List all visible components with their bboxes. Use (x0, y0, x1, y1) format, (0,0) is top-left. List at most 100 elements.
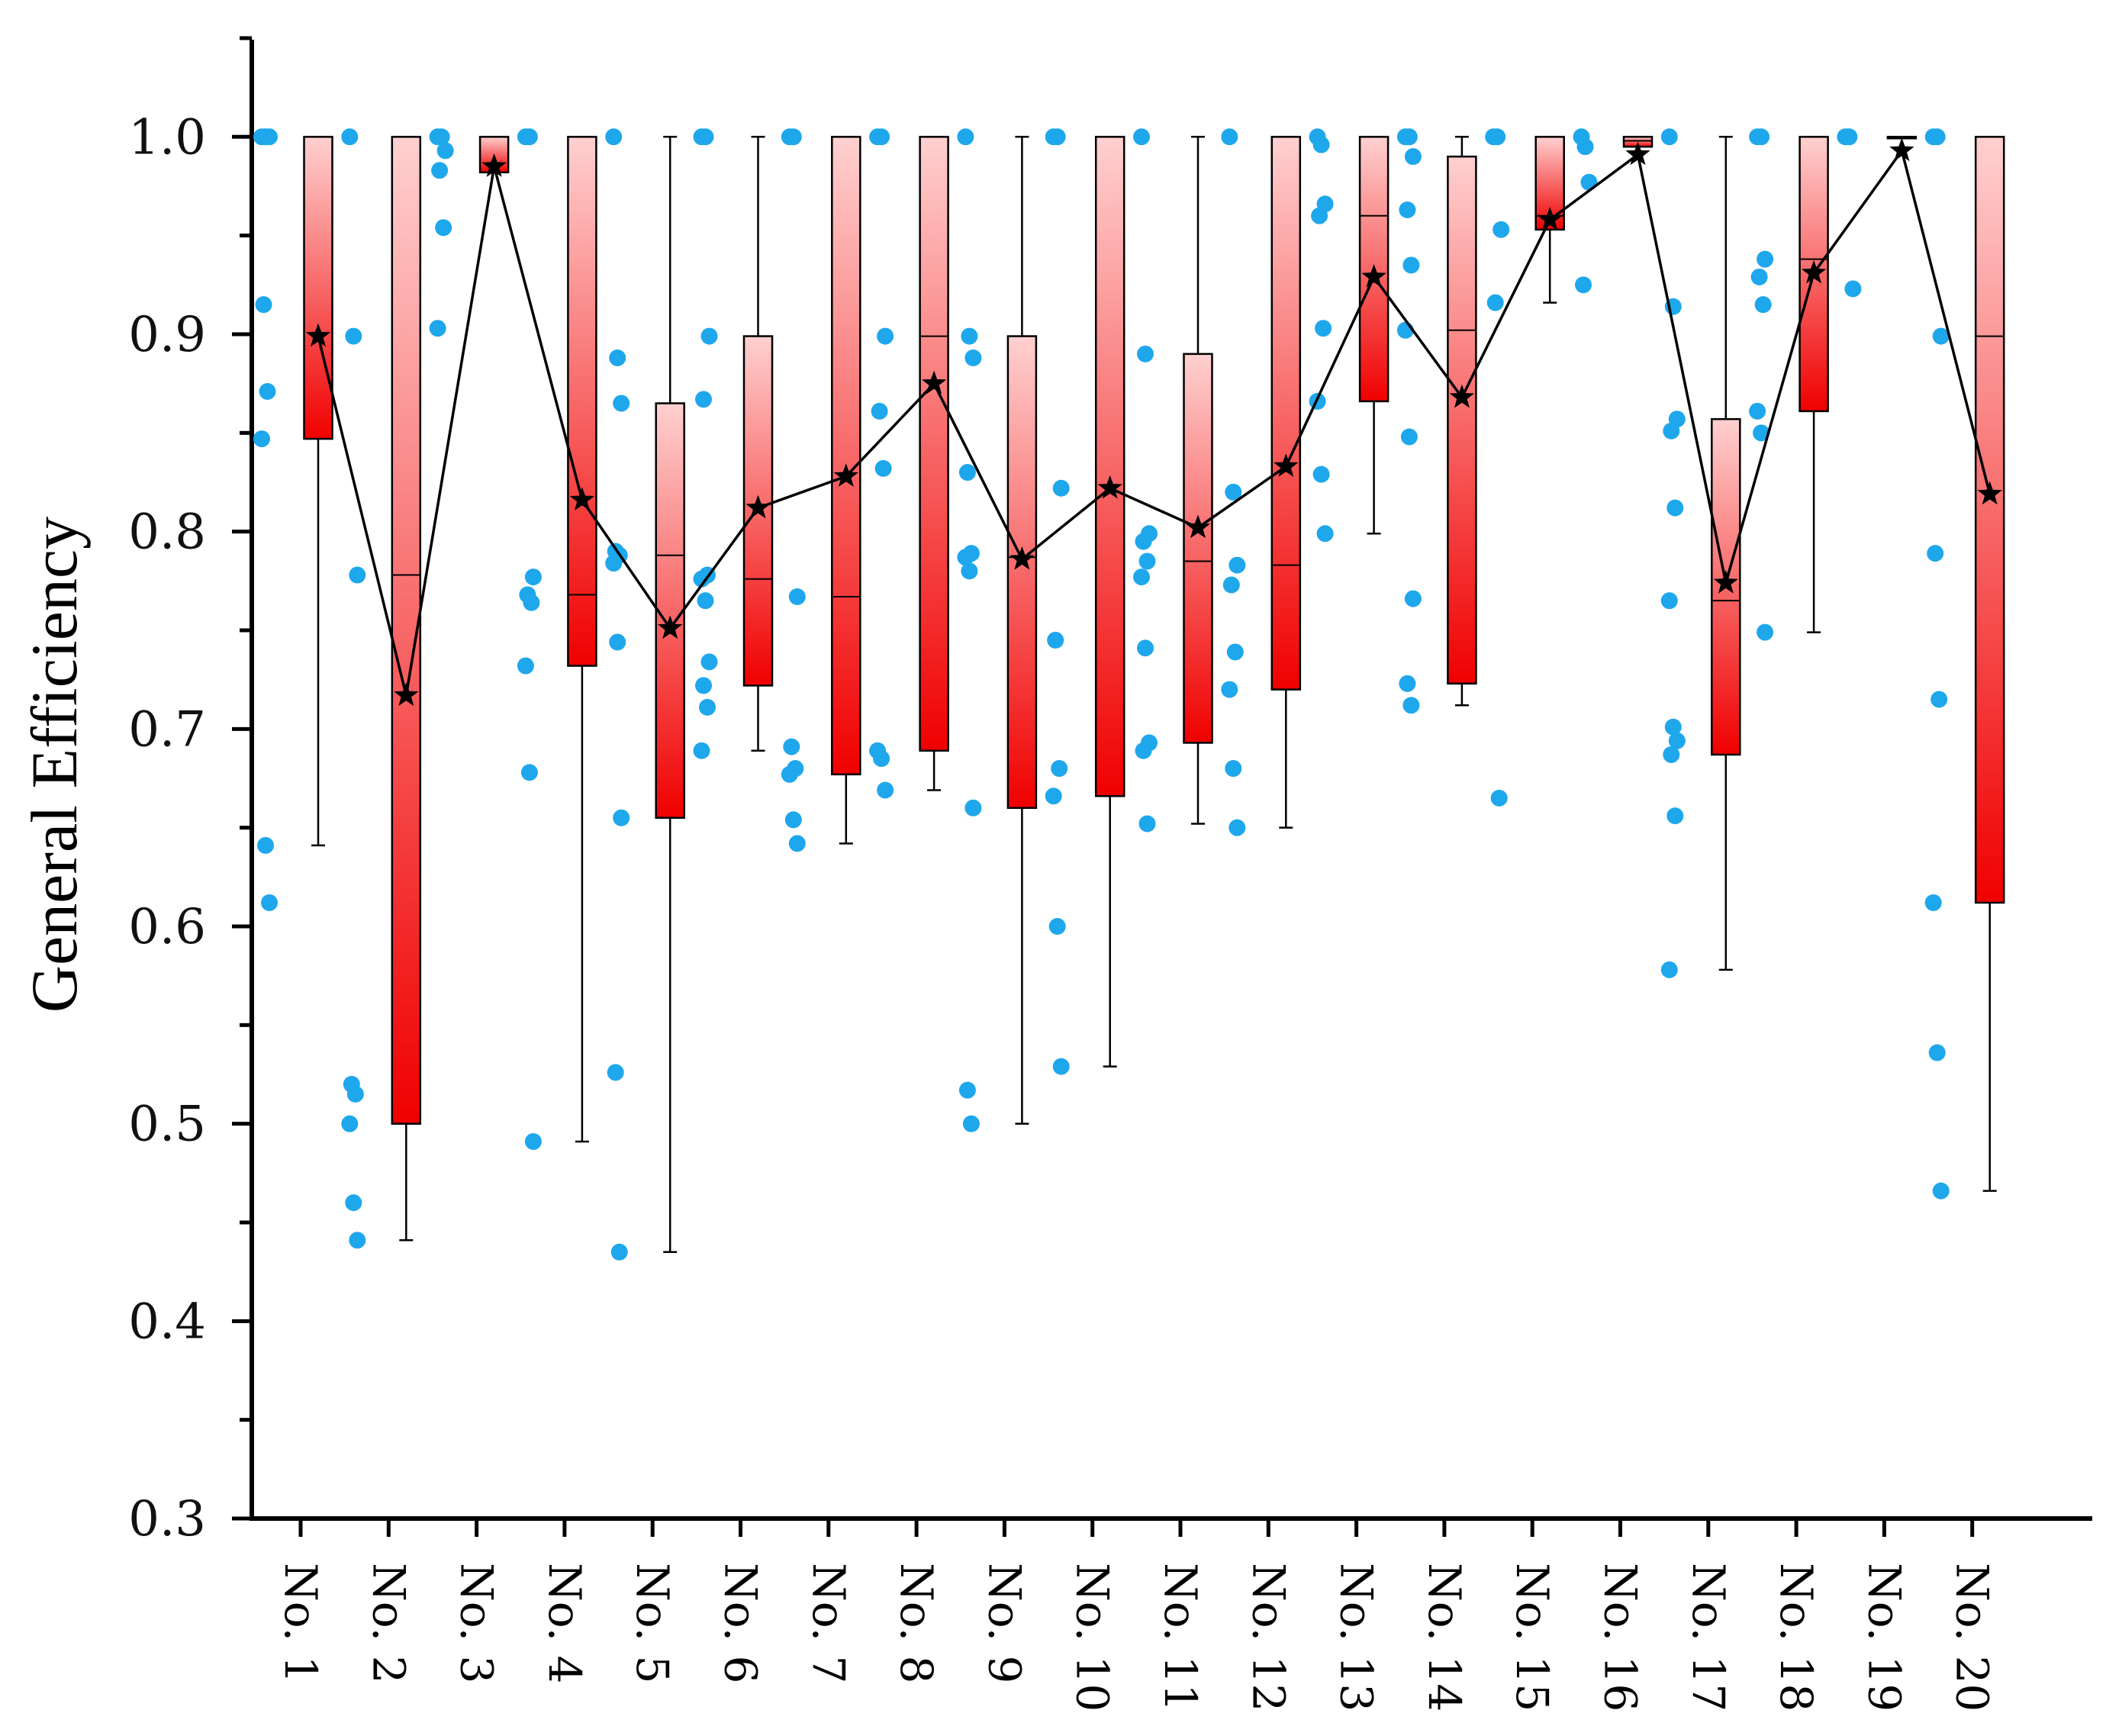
data-point (1666, 499, 1684, 517)
y-tick-label: 0.5 (128, 1097, 206, 1153)
data-point (697, 592, 714, 610)
mean-marker (1097, 475, 1122, 499)
box-group (1837, 128, 1918, 298)
data-point (261, 894, 278, 911)
box-group (1749, 128, 1829, 641)
box (1447, 155, 1477, 685)
category-label: No. 6 (715, 1563, 767, 1683)
data-point (783, 738, 800, 755)
data-point (520, 764, 538, 781)
data-point (1666, 807, 1684, 825)
mean-marker (305, 323, 331, 347)
data-point (1580, 173, 1598, 191)
mean-marker (1361, 264, 1386, 288)
data-point (964, 349, 982, 367)
data-point (1663, 422, 1680, 440)
data-point (605, 128, 623, 146)
box (831, 136, 861, 776)
mean-marker (1625, 141, 1650, 166)
box-group (253, 128, 333, 911)
box (1006, 335, 1038, 810)
data-point (1927, 545, 1944, 562)
data-point (1137, 345, 1154, 362)
data-point (1486, 294, 1504, 311)
data-point (788, 588, 806, 606)
mean-marker (1801, 259, 1827, 284)
data-point (1668, 732, 1686, 749)
box-group (781, 128, 861, 852)
data-point (1135, 742, 1152, 759)
data-point (1932, 1182, 1950, 1200)
data-point (609, 633, 626, 651)
data-point (341, 1115, 359, 1132)
data-point (1048, 917, 1066, 935)
data-point (524, 1132, 542, 1150)
box (655, 402, 685, 819)
data-point (781, 765, 798, 783)
data-point (958, 1081, 976, 1099)
mean-marker (1713, 569, 1738, 594)
data-point (1575, 276, 1592, 294)
box-group (1660, 128, 1741, 978)
data-point (1051, 760, 1068, 778)
mean-marker (1449, 384, 1475, 408)
category-label: No. 14 (1418, 1563, 1470, 1712)
data-point (695, 391, 712, 408)
y-axis-title: General Efficiency (18, 517, 91, 1013)
data-point (605, 555, 623, 572)
data-point (345, 327, 362, 345)
mean-marker (1889, 137, 1914, 162)
data-point (1221, 681, 1238, 698)
data-point (259, 382, 276, 400)
data-point (958, 464, 976, 482)
data-point (1753, 424, 1770, 442)
data-point (523, 594, 540, 611)
data-point (1490, 789, 1508, 807)
data-point (877, 327, 894, 345)
data-point (877, 781, 894, 799)
data-point (1399, 201, 1416, 219)
data-point (957, 128, 974, 146)
data-point (255, 296, 272, 314)
data-point (699, 698, 716, 716)
mean-marker (1274, 453, 1299, 477)
data-point (1052, 1058, 1070, 1075)
y-tick-label: 0.4 (128, 1293, 206, 1350)
data-point (1228, 556, 1246, 574)
data-point (957, 549, 974, 566)
data-point (1930, 691, 1948, 708)
y-tick-label: 0.7 (128, 701, 206, 758)
box (391, 136, 422, 1125)
mean-marker (833, 463, 858, 487)
box-group (429, 128, 510, 337)
data-point (873, 750, 890, 768)
data-point (261, 128, 278, 146)
box-group (1045, 128, 1125, 1075)
data-point (1493, 221, 1510, 238)
data-point (1311, 207, 1328, 224)
box-group (1396, 128, 1477, 714)
mean-marker (658, 615, 683, 639)
data-point (349, 1232, 366, 1249)
data-point (524, 568, 542, 586)
box (567, 136, 597, 667)
data-point (697, 128, 714, 146)
data-point (610, 1243, 628, 1261)
category-label: No. 5 (626, 1563, 678, 1683)
mean-marker (1185, 514, 1211, 539)
data-point (1928, 1044, 1946, 1061)
data-point (1225, 483, 1242, 501)
data-point (1137, 639, 1154, 657)
data-point (1749, 402, 1766, 420)
data-point (1757, 250, 1774, 268)
data-point (961, 562, 978, 580)
data-point (964, 799, 982, 816)
data-point (613, 809, 630, 826)
data-point (436, 142, 454, 159)
data-point (1932, 327, 1950, 345)
category-label: No. 4 (539, 1563, 591, 1683)
box-group (1309, 128, 1390, 543)
data-point (1404, 590, 1422, 607)
data-point (1045, 787, 1062, 805)
